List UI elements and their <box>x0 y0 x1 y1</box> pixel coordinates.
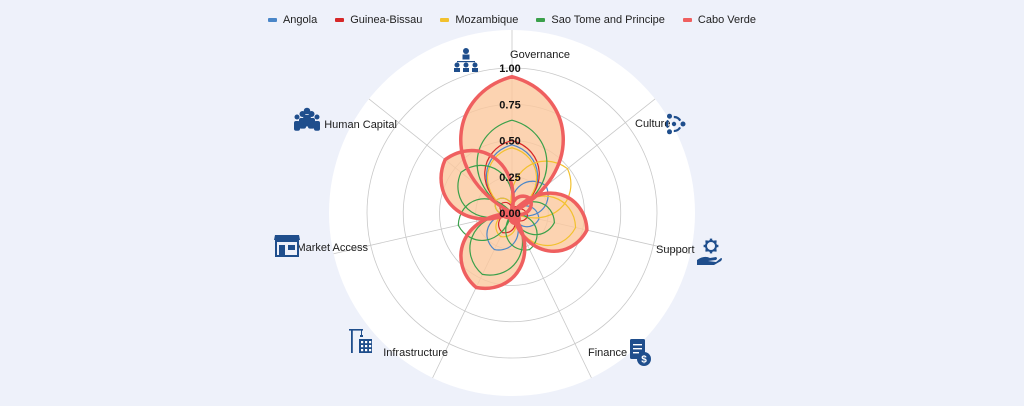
money-document-icon: $ <box>630 339 651 366</box>
axis-label-governance: Governance <box>510 49 570 61</box>
cycle-people-icon <box>665 113 686 135</box>
storefront-icon <box>274 235 300 257</box>
radial-tick-label: 0.00 <box>499 208 520 220</box>
radial-tick-label: 1.00 <box>499 63 520 75</box>
radial-tick-label: 0.50 <box>499 136 520 148</box>
axis-label-finance: Finance <box>588 347 627 359</box>
radial-tick-label: 0.75 <box>499 99 520 111</box>
legend-swatch <box>682 18 692 22</box>
axis-label-support: Support <box>656 244 695 256</box>
org-chart-icon <box>454 48 478 72</box>
legend-swatch <box>335 18 345 22</box>
legend-item[interactable]: Cabo Verde <box>682 14 757 26</box>
legend-item[interactable]: Angola <box>267 14 318 26</box>
svg-text:$: $ <box>641 355 647 366</box>
hand-gear-icon <box>697 238 722 265</box>
axis-label-culture: Culture <box>635 118 670 130</box>
legend-item[interactable]: Sao Tome and Principe <box>536 14 665 26</box>
radial-tick-label: 0.25 <box>499 172 520 184</box>
legend-label: Cabo Verde <box>697 14 757 26</box>
legend-swatch <box>536 18 546 22</box>
crane-building-icon <box>349 329 372 353</box>
legend-label: Sao Tome and Principe <box>551 14 665 26</box>
legend-label: Mozambique <box>455 14 519 26</box>
axis-label-infrastructure: Infrastructure <box>383 347 448 359</box>
legend-item[interactable]: Guinea-Bissau <box>335 14 422 26</box>
series-line-cabo-verde <box>439 74 589 291</box>
legend-label: Angola <box>282 14 318 26</box>
legend-swatch <box>267 18 277 22</box>
people-group-icon <box>294 107 320 131</box>
legend-item[interactable]: Mozambique <box>440 14 518 26</box>
chart-legend: Angola Guinea-Bissau Mozambique Sao Tome an… <box>0 14 1024 26</box>
legend-label: Guinea-Bissau <box>350 14 423 26</box>
axis-label-market-access: Market Access <box>296 242 368 254</box>
legend-swatch <box>440 18 450 22</box>
axis-label-human-capital: Human Capital <box>324 119 397 131</box>
